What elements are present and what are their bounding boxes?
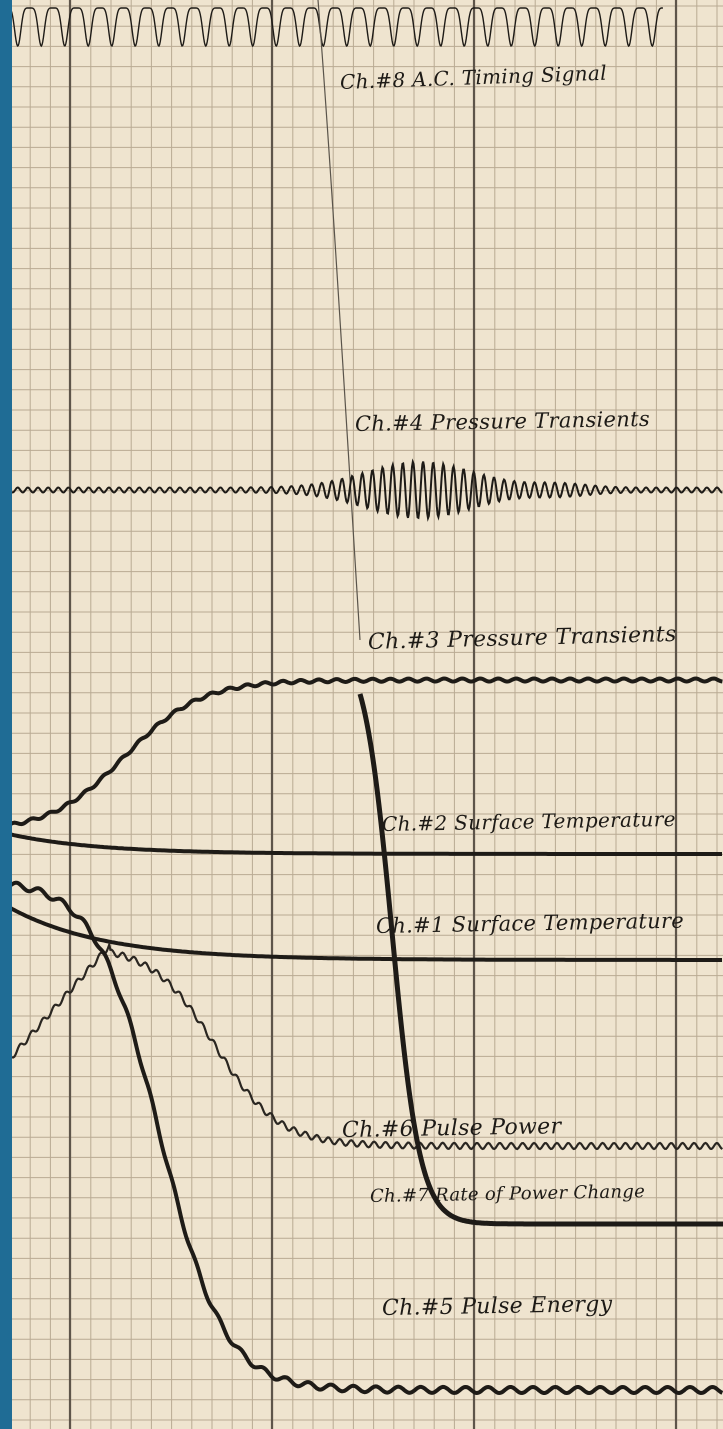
traces — [0, 0, 723, 1396]
trace-ch1-surface-temperature — [0, 900, 722, 962]
trace-ch6-pulse-power — [0, 940, 723, 1151]
left-edge-strip — [0, 0, 12, 1429]
trace-ch4-pressure-transients — [0, 458, 723, 522]
trace-ch8-timing-signal — [0, 7, 663, 48]
trace-ch5-pulse-energy — [0, 880, 723, 1396]
label-ch2: Ch.#2 Surface Temperature — [381, 806, 676, 836]
label-ch6: Ch.#6 Pulse Power — [341, 1114, 562, 1143]
trace-ch7-rate-of-power-change — [357, 693, 723, 1227]
grid-major — [68, 0, 678, 1429]
label-ch5: Ch.#5 Pulse Energy — [381, 1291, 613, 1321]
trace-ch2-surface-temperature — [0, 830, 722, 856]
trace-ch3-pressure-transients — [0, 676, 723, 830]
trace-ch7-rate-of-power-change-rise — [317, 0, 361, 641]
